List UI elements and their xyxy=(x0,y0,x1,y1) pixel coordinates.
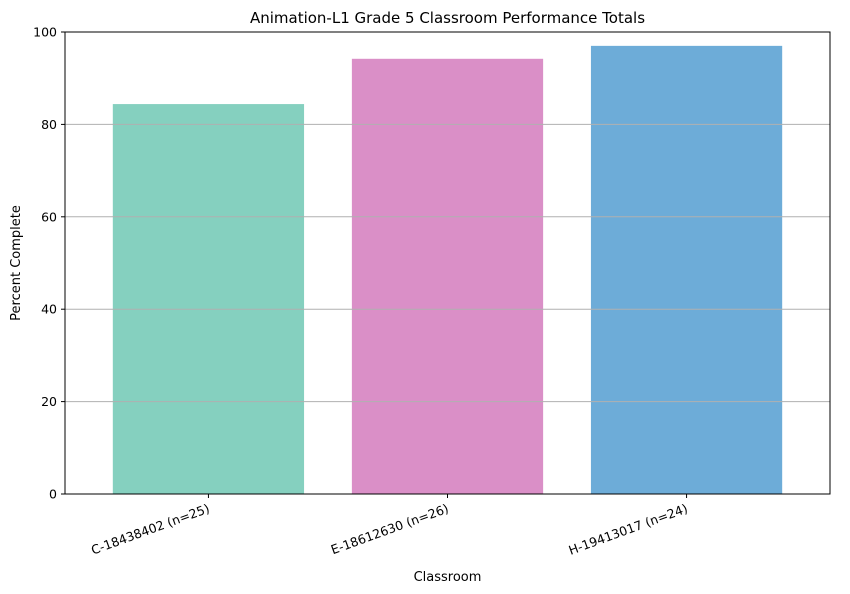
y-tick-label: 80 xyxy=(41,117,57,132)
bars xyxy=(112,45,783,495)
y-tick-label: 0 xyxy=(49,487,57,502)
gridlines xyxy=(65,123,830,403)
x-tick-label: H-19413017 (n=24) xyxy=(566,501,689,558)
bar xyxy=(351,58,544,495)
y-axis-ticks: 0 20 40 60 80 100 xyxy=(33,25,65,502)
y-tick-label: 20 xyxy=(41,394,57,409)
chart-title: Animation-L1 Grade 5 Classroom Performan… xyxy=(250,9,645,27)
bar xyxy=(112,104,305,495)
x-axis-title: Classroom xyxy=(414,570,482,585)
y-axis-title: Percent Complete xyxy=(9,205,24,321)
x-tick-label: C-18438402 (n=25) xyxy=(89,501,211,558)
bar xyxy=(590,45,783,495)
x-tick-label: E-18612630 (n=26) xyxy=(329,501,451,558)
x-axis-ticks: C-18438402 (n=25) E-18612630 (n=26) H-1941… xyxy=(89,494,690,558)
y-tick-label: 60 xyxy=(41,209,57,224)
y-tick-label: 40 xyxy=(41,302,57,317)
y-tick-label: 100 xyxy=(33,25,57,40)
